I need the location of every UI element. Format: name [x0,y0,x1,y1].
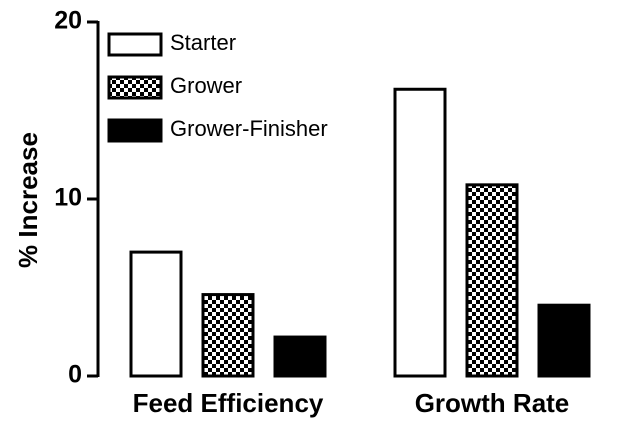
legend-label: Starter [170,30,236,55]
bar [129,250,183,378]
bar [537,303,591,378]
y-tick-label: 10 [54,184,82,212]
x-tick-label: Growth Rate [415,388,570,418]
x-tick-label: Feed Efficiency [133,388,324,418]
y-axis-label: % Increase [13,132,43,268]
legend-swatch [107,75,163,100]
bar [393,87,447,378]
y-tick-label: 20 [54,7,82,35]
bar [201,293,255,378]
bar [465,183,519,378]
legend-swatch [107,118,163,143]
bar [273,335,327,378]
legend-swatch [107,32,163,57]
y-tick-label: 0 [68,361,82,389]
legend-label: Grower-Finisher [170,116,328,141]
legend-label: Grower [170,73,242,98]
